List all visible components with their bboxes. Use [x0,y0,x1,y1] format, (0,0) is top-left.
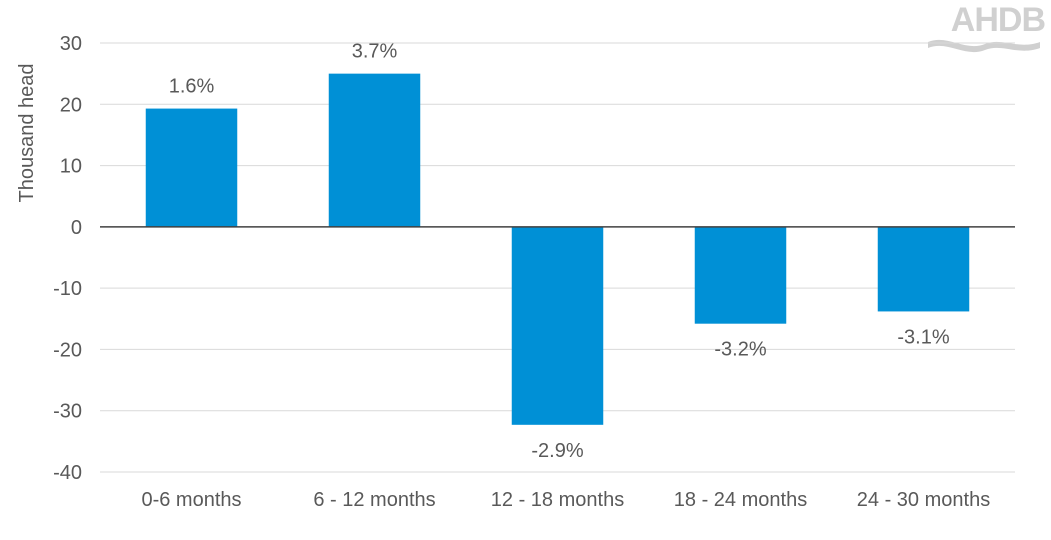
data-labels: 1.6% 3.7% -2.9% -3.2% -3.1% [169,41,950,462]
logo-text: AHDB [951,1,1046,39]
data-label: 1.6% [169,76,215,98]
y-axis-ticks: 30 20 10 0 -10 -20 -30 -40 [53,33,82,484]
bars [145,73,970,425]
logo-wave-icon [928,39,1040,53]
y-axis-title: Thousand head [16,63,38,202]
y-tick-label: 10 [60,156,82,178]
ahdb-logo: AHDB [928,1,1046,53]
y-tick-label: -40 [53,462,82,484]
x-tick-label: 24 - 30 months [857,489,990,511]
y-tick-label: -20 [53,339,82,361]
y-tick-label: 0 [71,217,82,239]
x-axis-ticks: 0-6 months 6 - 12 months 12 - 18 months 18 … [141,489,990,511]
x-tick-label: 12 - 18 months [491,489,624,511]
data-label: -3.1% [897,326,949,348]
bar [145,108,238,227]
y-tick-label: 20 [60,94,82,116]
data-label: -3.2% [714,339,766,361]
data-label: 3.7% [352,41,398,63]
bar [877,226,970,312]
bar [328,73,421,227]
bar [694,226,787,324]
x-tick-label: 18 - 24 months [674,489,807,511]
y-tick-label: 30 [60,33,82,55]
bar [511,226,604,425]
x-tick-label: 6 - 12 months [313,489,435,511]
x-tick-label: 0-6 months [141,489,241,511]
y-tick-label: -30 [53,401,82,423]
data-label: -2.9% [531,440,583,462]
y-tick-label: -10 [53,278,82,300]
